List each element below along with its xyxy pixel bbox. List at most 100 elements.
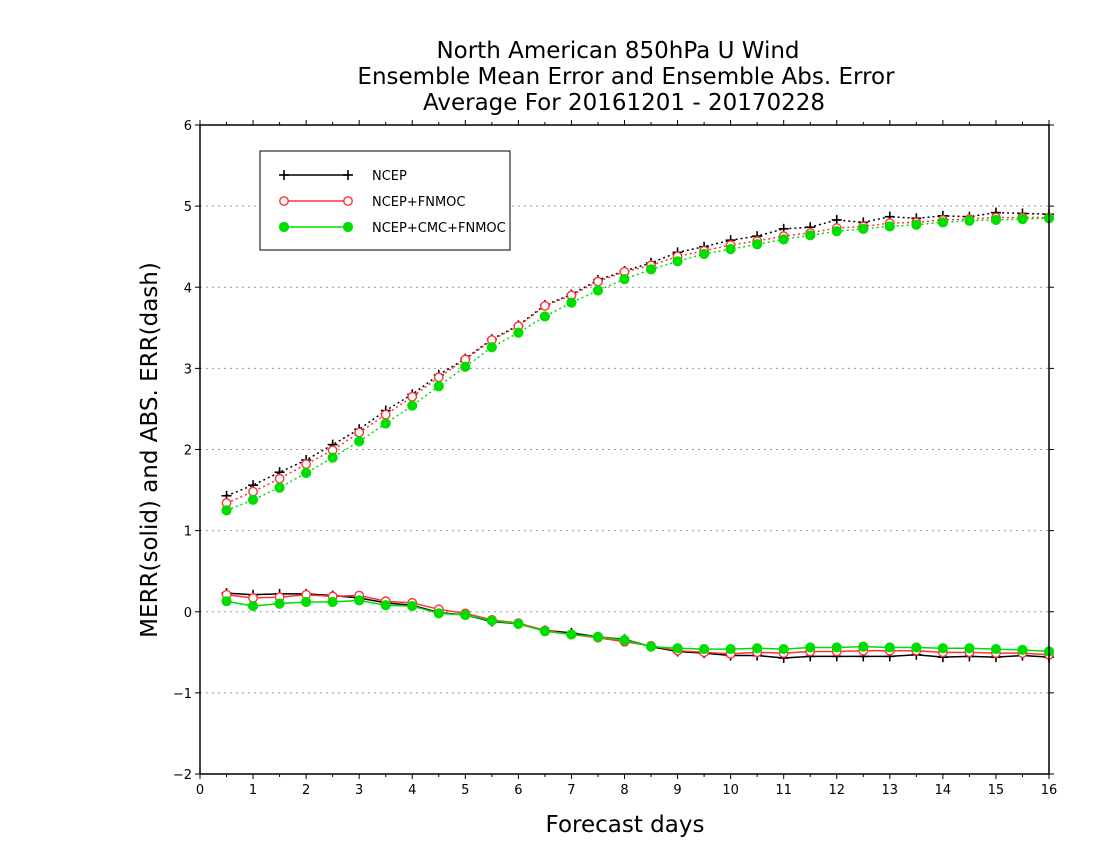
x-tick-label: 15: [988, 783, 1005, 798]
x-tick-label: 13: [882, 783, 899, 798]
abs-err-point: [1017, 214, 1028, 225]
merr-point: [592, 631, 604, 642]
y-tick-label: −2: [173, 768, 192, 783]
abs-err-point: [274, 473, 285, 484]
abs-err-point: [593, 276, 603, 287]
y-tick-label: 2: [184, 444, 192, 459]
abs-err-point: [592, 285, 604, 296]
abs-err-point: [460, 361, 471, 372]
x-tick-label: 5: [461, 783, 469, 798]
abs-err-point: [301, 467, 312, 479]
x-tick-label: 12: [828, 783, 845, 798]
abs-err-point: [354, 436, 365, 447]
x-axis-ticks: 0 1 2 3 4 5 6 7 8 9 10 11 12 13 14 15 16: [196, 120, 1057, 798]
abs-err-point: [380, 418, 391, 429]
y-tick-label: 5: [184, 200, 192, 215]
x-tick-label: 3: [355, 783, 363, 798]
merr-point: [778, 643, 789, 655]
merr-point: [354, 595, 365, 606]
merr-point: [805, 642, 816, 653]
y-tick-label: −1: [173, 687, 192, 702]
abs-err-point: [858, 223, 869, 234]
merr-point: [698, 643, 710, 655]
abs-err-point: [752, 239, 763, 250]
legend-item: NCEP: [279, 169, 407, 184]
abs-err-point: [433, 381, 444, 392]
merr-point: [460, 609, 471, 621]
abs-err-point: [937, 217, 948, 228]
legend-marker: [343, 196, 353, 206]
abs-err-point: [964, 215, 975, 226]
merr-point: [301, 596, 312, 608]
abs-err-point: [725, 244, 736, 255]
abs-err-point: [354, 427, 365, 438]
merr-point: [486, 615, 497, 626]
chart-title-line-2: Ensemble Mean Error and Ensemble Abs. Er…: [357, 64, 895, 90]
chart-title-line-3: Average For 20161201 - 20170228: [423, 90, 825, 116]
merr-point: [831, 642, 842, 653]
x-tick-label: 11: [775, 783, 792, 798]
merr-point: [752, 643, 763, 654]
y-tick-label: 6: [184, 119, 192, 134]
merr-point: [274, 598, 285, 609]
legend-label: NCEP: [372, 169, 407, 184]
abs-err-point: [805, 230, 816, 241]
x-axis-label: Forecast days: [546, 812, 705, 838]
abs-err-point: [486, 342, 497, 353]
abs-err-point: [301, 459, 312, 470]
abs-err-point: [672, 256, 683, 267]
x-tick-label: 14: [935, 783, 952, 798]
abs-err-point: [221, 505, 232, 516]
abs-err-point: [619, 274, 630, 285]
abs-err-point: [513, 327, 524, 338]
abs-err-point: [247, 494, 259, 505]
merr-point: [566, 629, 577, 640]
merr-point: [433, 608, 444, 619]
x-tick-label: 1: [249, 783, 257, 798]
y-tick-label: 1: [184, 525, 192, 540]
merr-point: [380, 600, 391, 611]
legend-item: NCEP+FNMOC: [279, 195, 465, 210]
merr-point: [964, 643, 975, 654]
abs-err-point: [645, 264, 657, 275]
merr-point: [513, 618, 524, 630]
abs-err-point: [407, 400, 418, 411]
merr-point: [539, 626, 551, 637]
merr-point: [327, 596, 338, 608]
merr-point: [884, 642, 895, 653]
y-axis-label: MERR(solid) and ABS. ERR(dash): [137, 262, 163, 638]
x-tick-label: 16: [1041, 783, 1058, 798]
abs-err-point: [540, 301, 550, 311]
legend-marker: [343, 170, 353, 180]
merr-point: [247, 600, 259, 612]
x-tick-label: 9: [673, 783, 681, 798]
merr-point: [221, 596, 232, 607]
x-tick-label: 0: [196, 783, 204, 798]
merr-point: [937, 643, 948, 654]
abs-err-point: [698, 248, 710, 260]
merr-point: [725, 643, 736, 655]
legend-marker: [342, 221, 354, 233]
x-tick-label: 4: [408, 783, 416, 798]
merr-point: [911, 642, 922, 653]
x-tick-label: 6: [514, 783, 522, 798]
chart-title-line-1: North American 850hPa U Wind: [436, 38, 799, 64]
merr-point: [990, 643, 1002, 655]
abs-err-point: [884, 221, 895, 232]
merr-point: [248, 593, 258, 603]
x-tick-label: 8: [620, 783, 628, 798]
legend-label: NCEP+FNMOC: [372, 195, 465, 210]
y-tick-label: 0: [184, 606, 192, 621]
abs-err-point: [248, 486, 258, 497]
legend-marker: [278, 221, 290, 233]
legend-item: NCEP+CMC+FNMOC: [278, 221, 506, 236]
y-tick-label: 4: [184, 281, 192, 296]
legend-marker: [279, 196, 289, 206]
abs-err-point: [380, 409, 391, 420]
abs-err-point: [778, 234, 789, 245]
x-tick-label: 2: [302, 783, 310, 798]
plot-series: [221, 207, 1055, 663]
abs-err-point: [990, 214, 1002, 226]
